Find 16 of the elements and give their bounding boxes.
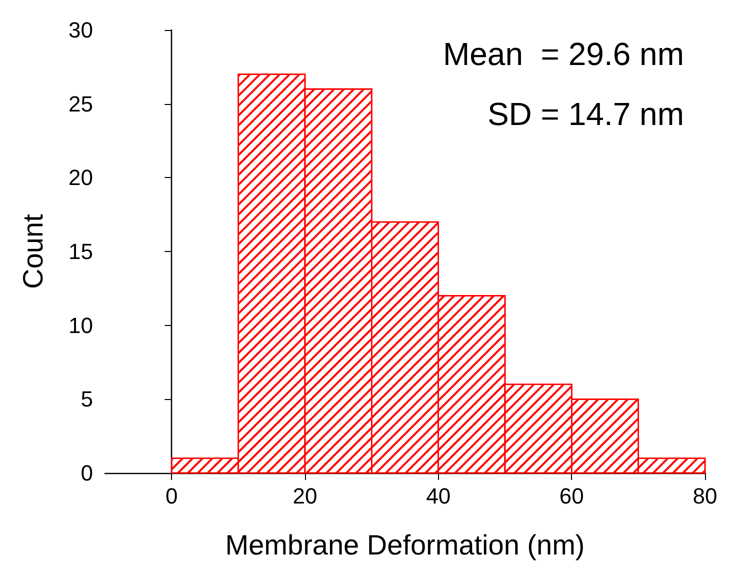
y-tick-label: 5 (80, 386, 93, 412)
x-tick-label: 20 (292, 484, 318, 508)
x-tick-label: 0 (166, 484, 178, 508)
y-tick-label: 15 (68, 239, 93, 264)
annotation: Mean = 29.6 nm (442, 36, 684, 72)
x-tick-label: 80 (692, 484, 718, 508)
y-tick-label: 20 (68, 165, 93, 190)
y-tick-label: 30 (68, 18, 93, 42)
annotation: SD = 14.7 nm (487, 96, 684, 132)
x-tick-label: 60 (559, 484, 584, 508)
y-tick-label: 0 (80, 460, 93, 486)
y-tick-label: 10 (68, 312, 93, 338)
x-tick-label: 40 (426, 484, 451, 508)
y-axis-title: Count (18, 214, 48, 289)
x-axis-title: Membrane Deformation (nm) (225, 530, 585, 560)
y-tick-label: 25 (68, 91, 93, 116)
